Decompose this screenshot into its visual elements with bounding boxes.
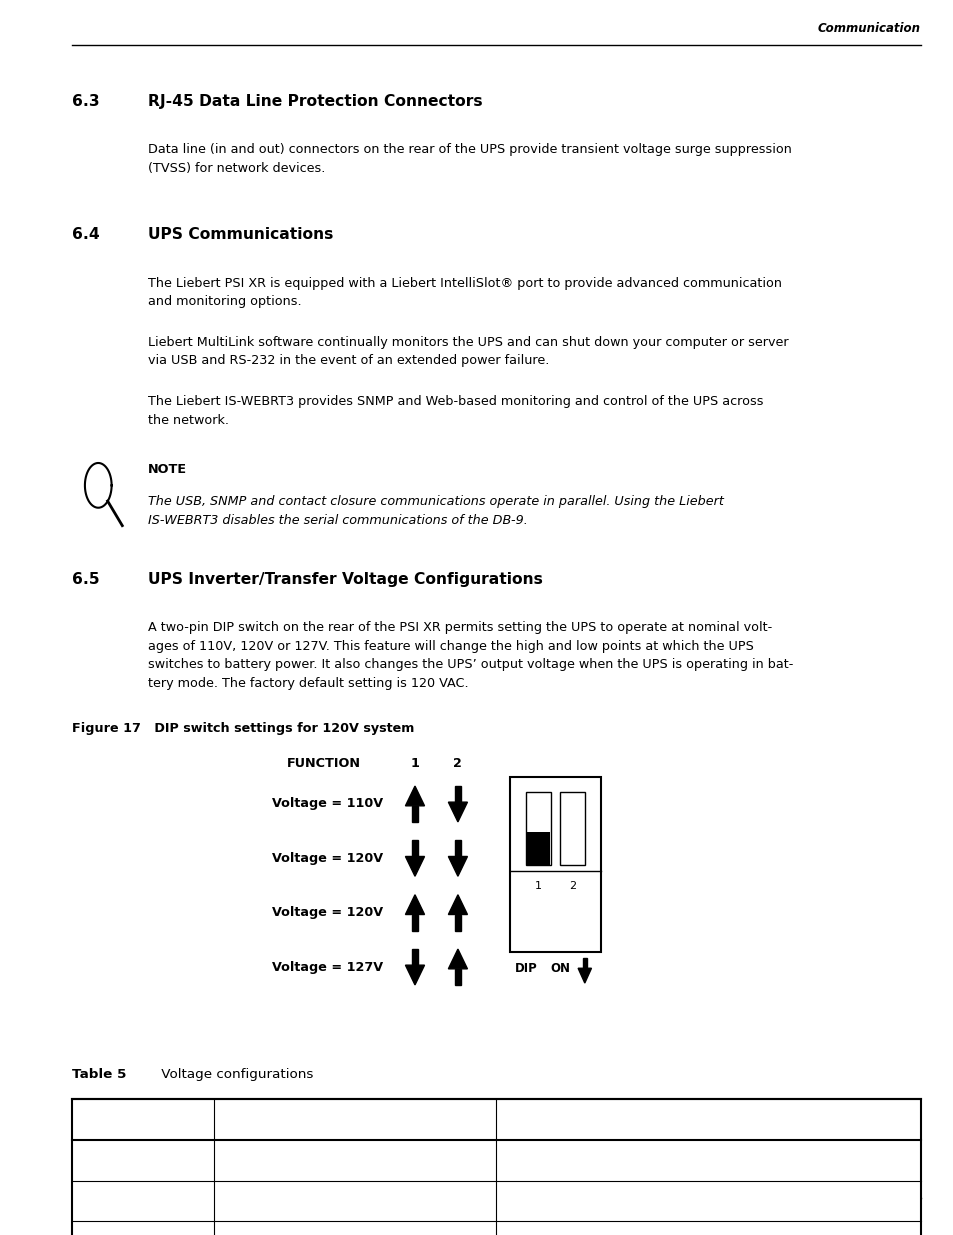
- Text: Communication: Communication: [817, 22, 920, 36]
- Polygon shape: [405, 857, 424, 877]
- Text: 90~150: 90~150: [329, 1194, 380, 1208]
- Polygon shape: [405, 787, 424, 806]
- Text: Data line (in and out) connectors on the rear of the UPS provide transient volta: Data line (in and out) connectors on the…: [148, 143, 791, 175]
- Polygon shape: [405, 966, 424, 986]
- Bar: [526, 832, 549, 866]
- Polygon shape: [455, 787, 460, 803]
- Text: Input Voltage Range: Input Voltage Range: [281, 1113, 429, 1126]
- Text: 6.4: 6.4: [71, 227, 99, 242]
- Polygon shape: [412, 806, 417, 823]
- Text: Liebert MultiLink software continually monitors the UPS and can shut down your c: Liebert MultiLink software continually m…: [148, 336, 788, 368]
- Text: 110: 110: [131, 1153, 155, 1167]
- Polygon shape: [448, 857, 467, 877]
- Polygon shape: [448, 803, 467, 823]
- Text: Figure 17   DIP switch settings for 120V system: Figure 17 DIP switch settings for 120V s…: [71, 722, 414, 736]
- Text: 120: 120: [131, 1194, 154, 1208]
- Bar: [510, 777, 600, 952]
- Text: 83~138: 83~138: [329, 1153, 380, 1167]
- Polygon shape: [578, 968, 591, 983]
- Text: Setting: Setting: [116, 1113, 169, 1126]
- Text: 6.5: 6.5: [71, 572, 99, 587]
- Polygon shape: [448, 950, 467, 969]
- Text: Voltage = 120V: Voltage = 120V: [272, 906, 382, 919]
- Text: 2: 2: [569, 882, 576, 892]
- Text: The Liebert PSI XR is equipped with a Liebert IntelliSlot® port to provide advan: The Liebert PSI XR is equipped with a Li…: [148, 277, 781, 309]
- Polygon shape: [448, 895, 467, 915]
- Text: 1: 1: [410, 757, 419, 771]
- Text: Voltage configurations: Voltage configurations: [140, 1068, 314, 1082]
- Text: ON: ON: [550, 962, 570, 976]
- Text: NOTE: NOTE: [148, 463, 187, 477]
- Polygon shape: [412, 950, 417, 966]
- Text: Voltage = 120V: Voltage = 120V: [272, 852, 382, 864]
- Bar: [71, 1099, 920, 1235]
- Text: Voltage = 110V: Voltage = 110V: [272, 798, 382, 810]
- Bar: [71, 1140, 920, 1181]
- Polygon shape: [455, 969, 460, 986]
- Text: FUNCTION: FUNCTION: [287, 757, 361, 771]
- Text: 6.3: 6.3: [71, 94, 99, 109]
- Bar: [71, 1099, 920, 1140]
- Polygon shape: [455, 841, 460, 857]
- Text: 120VAC: 120VAC: [682, 1194, 733, 1208]
- Text: DIP: DIP: [515, 962, 537, 976]
- Bar: [71, 1181, 920, 1221]
- Polygon shape: [582, 958, 586, 968]
- Text: Output Voltage (Battery Mode): Output Voltage (Battery Mode): [596, 1113, 820, 1126]
- Text: UPS Inverter/Transfer Voltage Configurations: UPS Inverter/Transfer Voltage Configurat…: [148, 572, 542, 587]
- Text: The Liebert IS-WEBRT3 provides SNMP and Web-based monitoring and control of the : The Liebert IS-WEBRT3 provides SNMP and …: [148, 395, 762, 427]
- Text: RJ-45 Data Line Protection Connectors: RJ-45 Data Line Protection Connectors: [148, 94, 482, 109]
- Polygon shape: [405, 895, 424, 915]
- Text: UPS Communications: UPS Communications: [148, 227, 333, 242]
- Text: The USB, SNMP and contact closure communications operate in parallel. Using the : The USB, SNMP and contact closure commun…: [148, 495, 723, 527]
- Polygon shape: [412, 841, 417, 857]
- Text: Table 5: Table 5: [71, 1068, 126, 1082]
- Text: 2: 2: [453, 757, 462, 771]
- Text: Voltage = 127V: Voltage = 127V: [272, 961, 382, 973]
- Polygon shape: [455, 915, 460, 931]
- Text: 110VAC: 110VAC: [682, 1153, 733, 1167]
- Text: A two-pin DIP switch on the rear of the PSI XR permits setting the UPS to operat: A two-pin DIP switch on the rear of the …: [148, 621, 792, 689]
- Bar: [559, 792, 584, 866]
- Polygon shape: [412, 915, 417, 931]
- Bar: [526, 792, 551, 866]
- Text: 1: 1: [535, 882, 541, 892]
- Text: 19: 19: [468, 1210, 485, 1224]
- Bar: [71, 1221, 920, 1235]
